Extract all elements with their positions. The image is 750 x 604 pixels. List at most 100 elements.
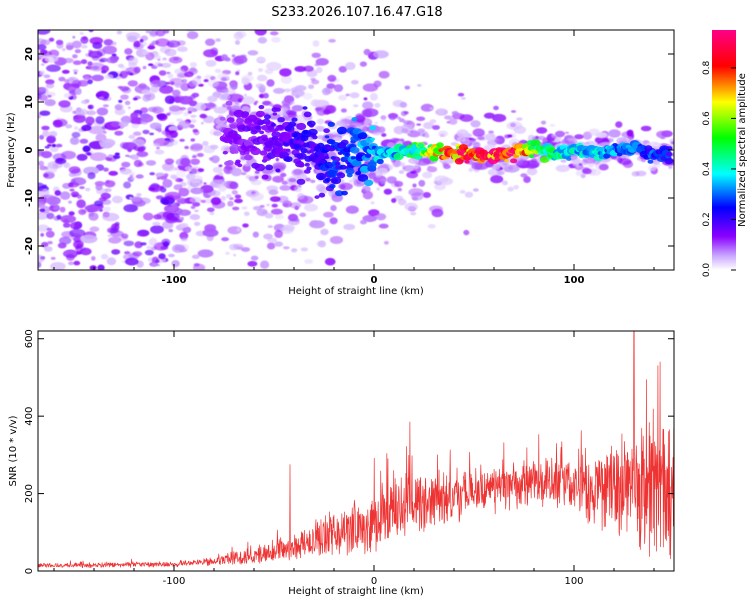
spectrogram-noise-blob <box>38 114 41 119</box>
spectrogram-noise-blob <box>221 237 230 242</box>
spectrogram-noise-blob <box>235 71 240 76</box>
spectrogram-noise-blob <box>434 183 446 191</box>
spectrogram-signal-blob <box>300 148 308 154</box>
spectrogram-noise-blob <box>269 196 281 203</box>
spectrogram-noise-blob <box>362 214 378 223</box>
spectrogram-noise-blob <box>388 113 399 119</box>
spectrogram-noise-blob <box>229 181 239 190</box>
spectrogram-noise-blob <box>254 175 259 179</box>
spectrogram-signal-blob <box>339 164 347 170</box>
spectrogram-noise-blob <box>143 212 154 221</box>
spectrogram-noise-blob <box>379 178 387 185</box>
spectrogram-noise-blob <box>148 237 158 247</box>
spectrogram-noise-blob <box>328 38 336 43</box>
spectrogram-noise-blob <box>91 256 96 261</box>
spectrogram-noise-blob <box>215 38 221 42</box>
spectrogram-signal-blob <box>225 100 233 106</box>
spectrogram-noise-blob <box>97 264 105 270</box>
spectrogram-noise-blob <box>72 69 79 73</box>
spectrogram-noise-blob <box>70 191 79 197</box>
spectrogram-noise-blob <box>104 74 114 80</box>
spectrogram-noise-blob <box>560 159 567 163</box>
spectrogram-noise-blob <box>146 245 152 250</box>
spectrogram-noise-blob <box>88 125 106 135</box>
spectrogram-noise-blob <box>204 74 213 80</box>
spectrogram-noise-blob <box>410 211 417 216</box>
spectrogram-noise-blob <box>527 134 535 141</box>
spectrogram-noise-blob <box>495 138 505 145</box>
spectrogram-noise-blob <box>294 85 307 92</box>
spectrogram-noise-blob <box>128 134 136 139</box>
spectrogram-noise-blob <box>136 193 142 197</box>
spectrogram-noise-blob <box>181 79 188 83</box>
spectrogram-noise-blob <box>413 164 420 170</box>
spectrogram-noise-blob <box>369 93 378 101</box>
spectrogram-noise-blob <box>168 253 175 258</box>
spectrogram-noise-blob <box>463 229 470 236</box>
spectrogram-noise-blob <box>381 133 387 137</box>
colorbar-label: Normalized spectral amplitude <box>737 73 748 227</box>
spectrogram-noise-blob <box>161 130 167 135</box>
spectrogram-noise-blob <box>205 38 216 46</box>
spectrogram-noise-blob <box>311 52 321 58</box>
spectrogram-noise-blob <box>362 101 374 110</box>
spectrogram-signal-blob <box>226 117 235 123</box>
spectrogram-noise-blob <box>197 168 205 173</box>
spectrogram-signal-blob <box>325 177 331 182</box>
spectrogram-noise-blob <box>305 177 311 182</box>
spectrogram-noise-blob <box>225 251 230 255</box>
spectrogram-noise-blob <box>380 115 387 120</box>
spectrogram-noise-blob <box>266 61 282 71</box>
spectrogram-noise-blob <box>91 74 104 82</box>
spectrogram-noise-blob <box>233 253 237 257</box>
spectrogram-noise-blob <box>540 120 547 125</box>
spectrogram-noise-blob <box>124 48 133 55</box>
spectrogram-noise-blob <box>118 121 129 128</box>
spectrogram-noise-blob <box>348 179 354 184</box>
spectrogram-noise-blob <box>641 158 646 163</box>
spectrogram-noise-blob <box>39 208 46 213</box>
spectrogram-noise-blob <box>353 104 359 108</box>
spectrogram-noise-blob <box>178 178 184 182</box>
spectrogram-noise-blob <box>240 172 247 176</box>
spectrogram-noise-blob <box>96 93 102 97</box>
spectrogram-noise-blob <box>279 185 292 191</box>
spectrogram-signal-blob <box>231 133 242 141</box>
spectrogram-noise-blob <box>56 117 62 120</box>
spectrogram-noise-blob <box>124 100 131 106</box>
spectrogram-noise-blob <box>304 259 314 264</box>
spectrogram-noise-blob <box>427 165 432 169</box>
spectrogram-noise-blob <box>304 203 318 212</box>
spectrogram-signal-blob <box>369 125 377 131</box>
spectrogram-noise-blob <box>422 192 431 198</box>
spectrogram-noise-blob <box>201 121 204 125</box>
spectrogram-noise-blob <box>157 113 168 121</box>
spectrogram-noise-blob <box>102 206 111 212</box>
spectrogram-signal-blob <box>259 150 268 156</box>
spectrogram-noise-blob <box>183 111 190 117</box>
spectrogram-noise-blob <box>129 72 134 76</box>
spectrogram-noise-blob <box>45 230 55 238</box>
spectrogram-noise-blob <box>291 248 298 253</box>
spectrogram-signal-blob <box>222 150 228 155</box>
spectrogram-noise-blob <box>423 122 434 130</box>
spectrogram-noise-blob <box>75 108 89 116</box>
spectrogram-noise-blob <box>504 164 520 173</box>
spectrogram-noise-blob <box>206 207 215 213</box>
spectrogram-noise-blob <box>38 30 51 35</box>
spectrogram-noise-blob <box>213 106 228 114</box>
spectrogram-noise-blob <box>233 31 244 40</box>
spectrogram-noise-blob <box>170 130 179 138</box>
spectrogram-noise-blob <box>668 165 673 169</box>
spectrogram-noise-blob <box>282 224 295 232</box>
colorbar-gradient <box>712 30 736 270</box>
spectrogram-noise-blob <box>412 183 417 188</box>
spectrogram-noise-blob <box>74 71 78 75</box>
spectrogram-noise-blob <box>111 249 121 255</box>
spectrogram-noise-blob <box>198 182 203 187</box>
spectrogram-noise-blob <box>523 160 540 169</box>
spectrogram-noise-blob <box>135 174 144 179</box>
spectrogram-noise-blob <box>160 62 172 68</box>
spectrogram-noise-blob <box>138 162 144 167</box>
spectrogram-signal-blob <box>494 157 501 162</box>
